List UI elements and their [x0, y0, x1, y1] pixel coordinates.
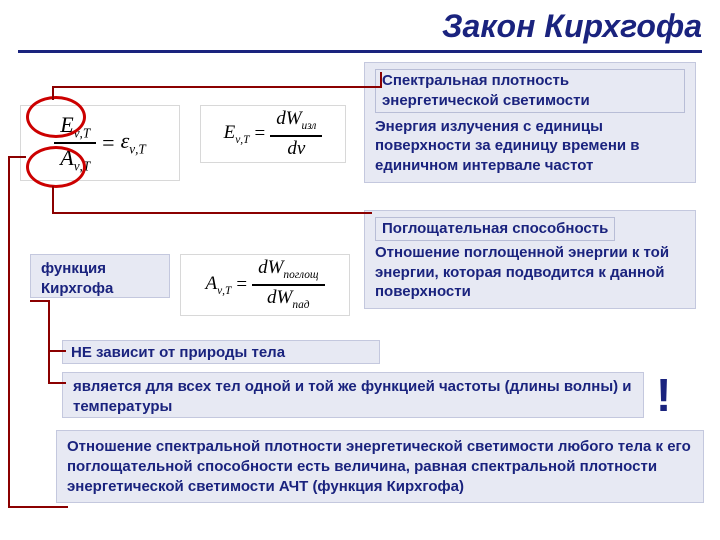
- callout-spectral-body: Энергия излучения с единицы поверхности …: [375, 117, 685, 176]
- callout-kirchhoff-function: функция Кирхгофа: [30, 254, 170, 298]
- connector: [52, 86, 382, 88]
- connector: [30, 300, 48, 302]
- connector: [48, 382, 66, 384]
- callout-absorb-head: Поглощательная способность: [375, 217, 615, 241]
- connector: [52, 212, 372, 214]
- connector: [52, 86, 54, 100]
- page-title: Закон Кирхгофа: [442, 8, 702, 45]
- callout-not-depend: НЕ зависит от природы тела: [62, 340, 380, 364]
- exclamation-mark: !: [656, 368, 671, 422]
- connector: [8, 156, 26, 158]
- callout-spectral-head: Спектральная плотность энергетической св…: [375, 69, 685, 113]
- connector: [52, 186, 54, 214]
- formula-A-def: Aν,T = dWпоглощ dWпад: [180, 254, 350, 316]
- callout-ratio-statement: Отношение спектральной плотности энергет…: [56, 430, 704, 503]
- callout-same-function: является для всех тел одной и той же фун…: [62, 372, 644, 418]
- callout-absorb-body: Отношение поглощенной энергии к той энер…: [375, 243, 685, 302]
- callout-absorb: Поглощательная способность Отношение пог…: [364, 210, 696, 309]
- title-underline: [18, 50, 702, 53]
- formula-E-def: Eν,T = dWизл dν: [200, 105, 346, 163]
- connector: [48, 350, 66, 352]
- callout-spectral: Спектральная плотность энергетической св…: [364, 62, 696, 183]
- connector: [8, 506, 68, 508]
- highlight-circle-E: [26, 96, 86, 138]
- connector: [380, 72, 382, 86]
- connector: [48, 300, 50, 384]
- connector: [8, 156, 10, 508]
- highlight-circle-A: [26, 146, 86, 188]
